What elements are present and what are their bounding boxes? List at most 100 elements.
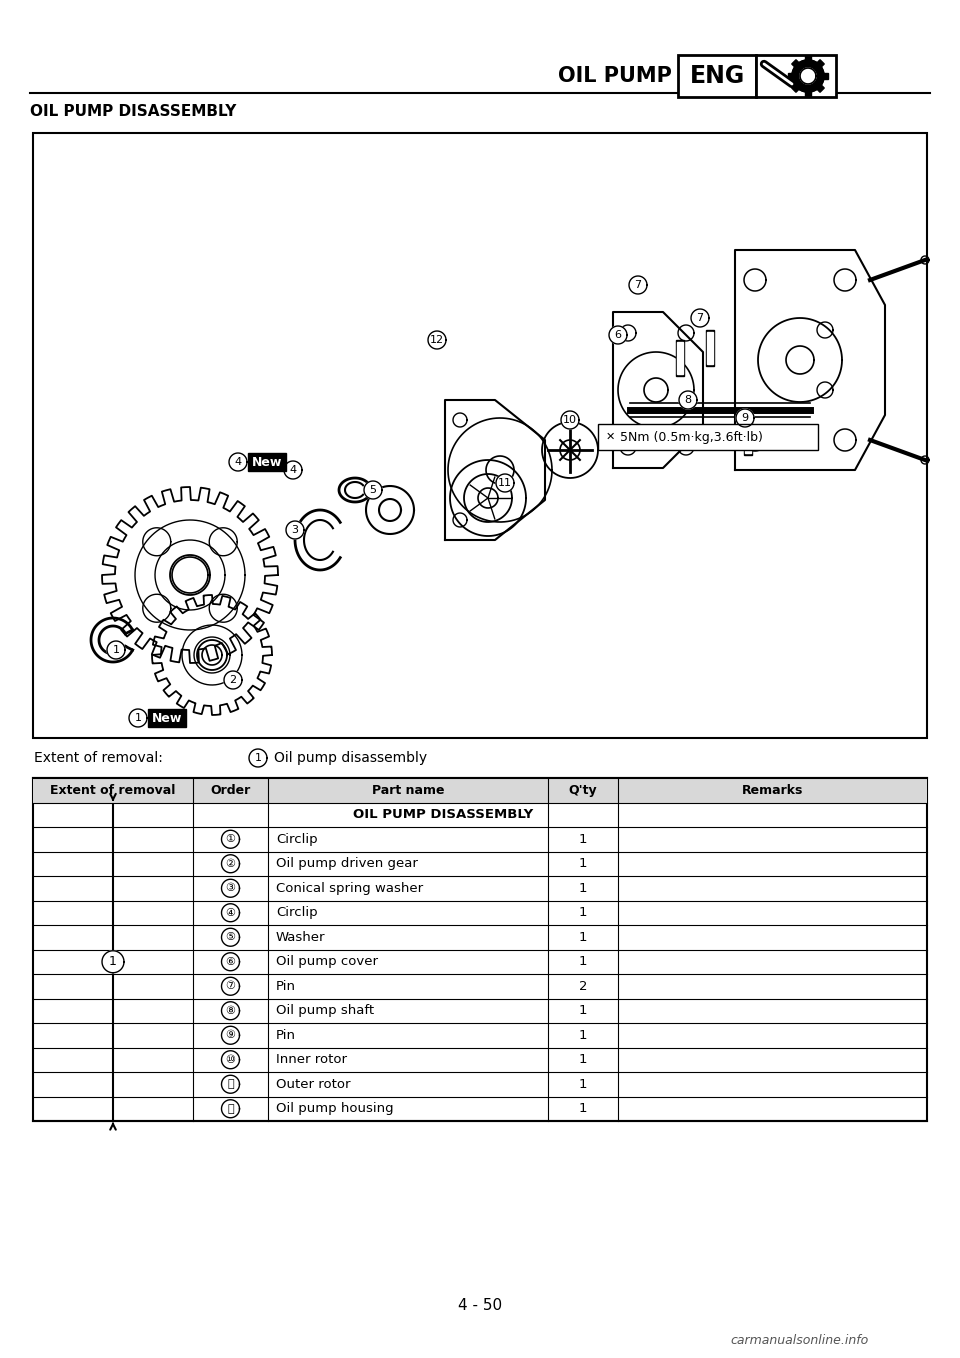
Text: ⑪: ⑪ [228, 1080, 234, 1089]
Polygon shape [286, 521, 304, 539]
Bar [756, 56, 836, 96]
Text: Inner rotor: Inner rotor [276, 1054, 347, 1066]
Text: 4: 4 [234, 458, 242, 467]
Text: 1: 1 [579, 1054, 588, 1066]
Polygon shape [222, 978, 239, 995]
Text: 5Nm (0.5m·kg,3.6ft·lb): 5Nm (0.5m·kg,3.6ft·lb) [620, 430, 763, 444]
Polygon shape [222, 1051, 239, 1069]
Text: ⑫: ⑫ [228, 1104, 234, 1114]
Text: 9: 9 [741, 413, 749, 422]
Text: 7: 7 [696, 312, 704, 323]
Polygon shape [224, 671, 242, 689]
Polygon shape [805, 90, 811, 96]
Text: 1: 1 [579, 906, 588, 919]
Text: Extent of removal: Extent of removal [50, 784, 176, 797]
Polygon shape [222, 854, 239, 873]
Text: 1: 1 [579, 857, 588, 870]
Text: 3: 3 [292, 526, 299, 535]
Text: ⑧: ⑧ [226, 1006, 235, 1016]
Bar [745, 417, 751, 454]
Text: 1: 1 [134, 713, 141, 722]
Text: 1: 1 [579, 1078, 588, 1090]
Polygon shape [792, 60, 801, 68]
Polygon shape [249, 750, 267, 767]
Polygon shape [222, 830, 239, 849]
Text: 2: 2 [229, 675, 236, 684]
Polygon shape [222, 929, 239, 947]
Text: 10: 10 [563, 416, 577, 425]
Text: 5: 5 [370, 485, 376, 496]
Text: 1: 1 [112, 645, 119, 655]
Bar [33, 778, 927, 803]
Bar [676, 340, 684, 376]
Text: ⑨: ⑨ [226, 1031, 235, 1040]
Text: Oil pump shaft: Oil pump shaft [276, 1005, 374, 1017]
Text: Pin: Pin [276, 979, 296, 993]
Polygon shape [691, 310, 709, 327]
Bar [33, 778, 927, 1120]
Text: Circlip: Circlip [276, 832, 318, 846]
Polygon shape [800, 68, 816, 84]
Text: 12: 12 [430, 335, 444, 345]
Text: ⑥: ⑥ [226, 957, 235, 967]
Text: 4: 4 [289, 464, 297, 475]
Text: Oil pump housing: Oil pump housing [276, 1103, 394, 1115]
Polygon shape [229, 454, 247, 471]
Polygon shape [222, 1100, 239, 1118]
Text: Q'ty: Q'ty [568, 784, 597, 797]
Polygon shape [816, 84, 825, 92]
Bar [678, 56, 756, 96]
Bar [707, 331, 713, 364]
Text: 1: 1 [579, 881, 588, 895]
Text: ④: ④ [226, 907, 235, 918]
Text: Part name: Part name [372, 784, 444, 797]
Polygon shape [428, 331, 446, 349]
Bar [248, 454, 286, 471]
Polygon shape [792, 60, 824, 92]
Text: carmanualsonline.info: carmanualsonline.info [731, 1334, 869, 1347]
Bar [33, 133, 927, 737]
Text: 2: 2 [579, 979, 588, 993]
Text: ⑩: ⑩ [226, 1055, 235, 1065]
Polygon shape [805, 56, 811, 62]
Text: Oil pump disassembly: Oil pump disassembly [274, 751, 427, 765]
Polygon shape [102, 951, 124, 972]
Polygon shape [222, 953, 239, 971]
Polygon shape [107, 641, 125, 659]
Polygon shape [679, 391, 697, 409]
Polygon shape [561, 411, 579, 429]
Polygon shape [364, 481, 382, 498]
Polygon shape [496, 474, 514, 492]
Text: ⑤: ⑤ [226, 932, 235, 942]
Text: OIL PUMP: OIL PUMP [558, 67, 672, 86]
Text: Extent of removal:: Extent of removal: [34, 751, 163, 765]
Text: 1: 1 [109, 955, 117, 968]
Text: New: New [152, 712, 182, 725]
Text: ENG: ENG [689, 64, 745, 88]
Bar [148, 709, 186, 727]
Text: OIL PUMP DISASSEMBLY: OIL PUMP DISASSEMBLY [353, 808, 533, 822]
Text: 1: 1 [579, 955, 588, 968]
Bar [744, 416, 752, 455]
Polygon shape [822, 73, 828, 79]
Text: 11: 11 [498, 478, 512, 488]
Bar [677, 342, 683, 373]
Text: Oil pump cover: Oil pump cover [276, 955, 378, 968]
Text: OIL PUMP DISASSEMBLY: OIL PUMP DISASSEMBLY [30, 105, 236, 120]
Text: 1: 1 [579, 832, 588, 846]
Polygon shape [609, 326, 627, 344]
Text: ①: ① [226, 834, 235, 845]
Text: 6: 6 [614, 330, 621, 340]
Text: 7: 7 [635, 280, 641, 291]
Text: 8: 8 [684, 395, 691, 405]
Text: Remarks: Remarks [742, 784, 804, 797]
Polygon shape [222, 1002, 239, 1020]
Text: 4 - 50: 4 - 50 [458, 1297, 502, 1312]
Text: Washer: Washer [276, 930, 325, 944]
Text: ⑦: ⑦ [226, 982, 235, 991]
Text: ✕: ✕ [606, 432, 615, 441]
Polygon shape [816, 60, 825, 68]
Text: 1: 1 [579, 930, 588, 944]
Text: 1: 1 [579, 1029, 588, 1042]
Text: ②: ② [226, 858, 235, 869]
